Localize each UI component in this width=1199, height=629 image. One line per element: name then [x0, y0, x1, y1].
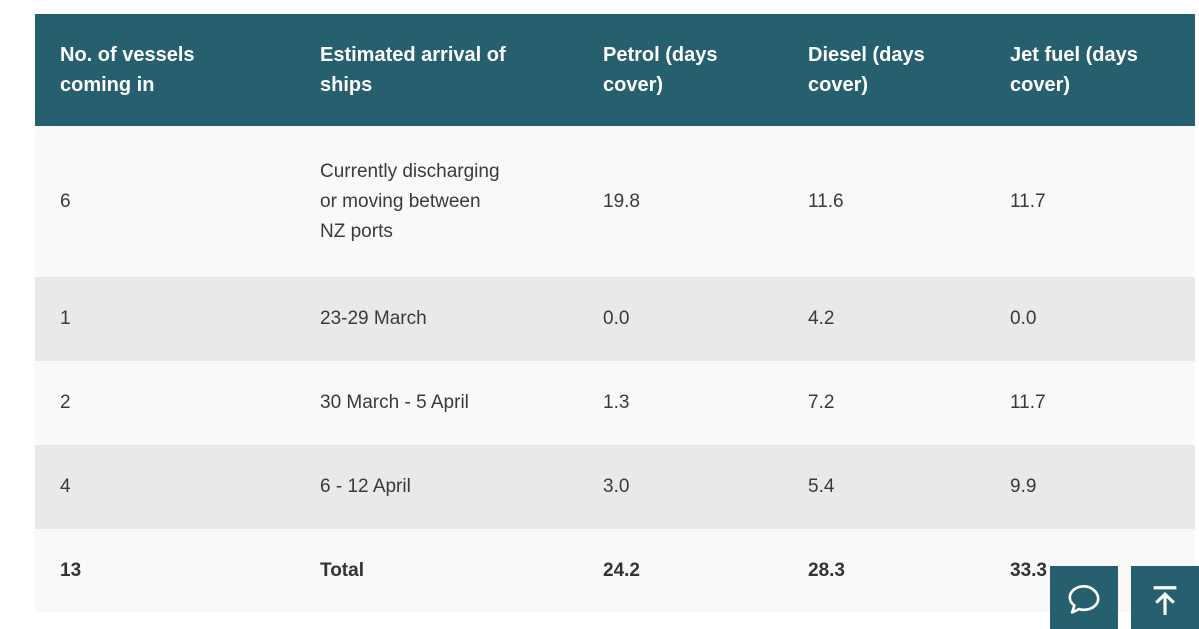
cell-arrival: 6 - 12 April [320, 476, 411, 497]
table-row: 6 Currently discharging or moving betwee… [35, 126, 1195, 277]
cell-vessels: 1 [60, 308, 71, 329]
cell-diesel: 7.2 [808, 392, 835, 413]
fuel-supply-table: No. of vessels coming in Estimated arriv… [35, 14, 1195, 612]
cell-petrol: 19.8 [603, 190, 640, 212]
total-jet-fuel: 33.3 [1010, 559, 1047, 581]
table-row: 2 30 March - 5 April 1.3 7.2 11.7 [35, 361, 1195, 445]
cell-jet-fuel: 11.7 [1010, 190, 1046, 212]
total-vessels: 13 [60, 559, 82, 581]
table-row: 1 23-29 March 0.0 4.2 0.0 [35, 277, 1195, 361]
table-total-row: 13 Total 24.2 28.3 33.3 [35, 529, 1195, 612]
cell-jet-fuel: 9.9 [1010, 476, 1037, 497]
cell-petrol: 0.0 [603, 308, 630, 329]
cell-arrival: Currently discharging or moving between … [320, 160, 500, 242]
cell-jet-fuel: 11.7 [1010, 392, 1046, 413]
col-header-diesel: Diesel (days cover) [808, 44, 925, 96]
back-to-top-button[interactable] [1131, 566, 1199, 629]
cell-arrival: 23-29 March [320, 308, 427, 329]
cell-petrol: 3.0 [603, 476, 630, 497]
col-header-petrol: Petrol (days cover) [603, 44, 718, 96]
cell-diesel: 4.2 [808, 308, 835, 329]
col-header-jet-fuel: Jet fuel (days cover) [1010, 44, 1138, 96]
cell-diesel: 5.4 [808, 476, 835, 497]
chat-bubble-icon [1063, 579, 1105, 621]
table-row: 4 6 - 12 April 3.0 5.4 9.9 [35, 445, 1195, 529]
arrow-up-to-line-icon [1144, 579, 1186, 621]
chat-button[interactable] [1050, 566, 1118, 629]
cell-vessels: 2 [60, 392, 71, 413]
total-diesel: 28.3 [808, 559, 845, 581]
total-petrol: 24.2 [603, 559, 640, 581]
total-label: Total [320, 559, 364, 581]
cell-vessels: 6 [60, 190, 71, 212]
col-header-vessels: No. of vessels coming in [60, 44, 195, 96]
col-header-arrival: Estimated arrival of ships [320, 44, 506, 96]
table-header-row: No. of vessels coming in Estimated arriv… [35, 14, 1195, 126]
cell-jet-fuel: 0.0 [1010, 308, 1037, 329]
cell-arrival: 30 March - 5 April [320, 392, 469, 413]
cell-diesel: 11.6 [808, 190, 844, 212]
cell-petrol: 1.3 [603, 392, 630, 413]
cell-vessels: 4 [60, 476, 71, 497]
